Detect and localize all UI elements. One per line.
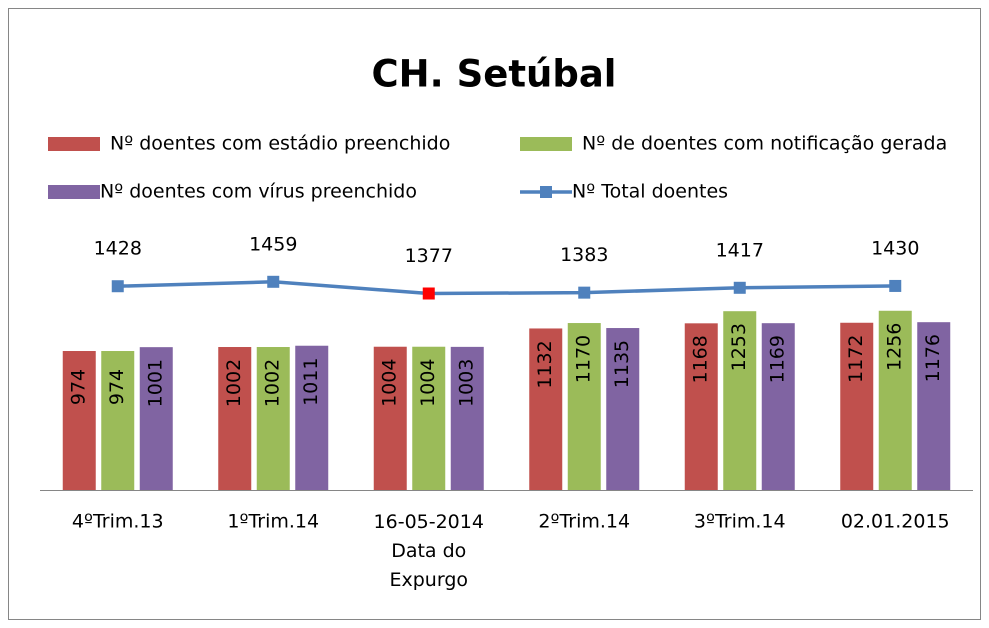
line-marker — [889, 279, 902, 292]
legend-label: Nº Total doentes — [572, 181, 728, 203]
bar — [139, 347, 173, 490]
data-label: 1377 — [405, 245, 453, 267]
data-label: 1383 — [560, 244, 608, 266]
x-tick-label: 1ºTrim.14 — [227, 511, 319, 533]
bar — [412, 346, 446, 490]
bar — [256, 347, 290, 490]
data-label: 1170 — [573, 335, 595, 383]
x-tick-label: 16-05-2014 Data do Expurgo — [374, 511, 484, 591]
data-label: 1132 — [534, 340, 556, 388]
bar — [840, 322, 874, 490]
bar — [567, 323, 601, 490]
bar — [917, 322, 951, 490]
bar — [878, 310, 912, 490]
data-label: 1169 — [767, 335, 789, 383]
bar — [606, 328, 640, 490]
bar — [295, 345, 329, 490]
bar — [62, 351, 96, 490]
data-label: 1256 — [884, 323, 906, 371]
data-label: 974 — [68, 369, 90, 405]
legend-label: Nº doentes com vírus preenchido — [100, 181, 417, 203]
data-label: 1459 — [249, 233, 297, 255]
bar — [723, 311, 757, 490]
data-label: 1003 — [456, 359, 478, 407]
data-label: 1417 — [716, 239, 764, 261]
data-label: 1430 — [871, 237, 919, 259]
line-series — [117, 280, 896, 296]
chart-border — [8, 8, 981, 620]
data-label: 1168 — [690, 335, 712, 383]
x-tick-label: 2ºTrim.14 — [538, 511, 630, 533]
chart-title: CH. Setúbal — [372, 53, 617, 96]
data-label: 1135 — [611, 340, 633, 388]
data-label: 1172 — [845, 335, 867, 383]
data-label: 1004 — [379, 359, 401, 407]
bar — [373, 346, 407, 490]
data-label: 1002 — [223, 359, 245, 407]
data-label: 1428 — [94, 238, 142, 260]
data-label: 1011 — [300, 358, 322, 406]
x-tick-label: 4ºTrim.13 — [72, 511, 164, 533]
line-marker — [422, 287, 435, 300]
legend-swatch — [540, 186, 552, 198]
line-marker — [733, 281, 746, 294]
data-label: 1253 — [728, 323, 750, 371]
bar — [684, 323, 718, 490]
data-label: 1001 — [145, 359, 167, 407]
x-tick-label: 3ºTrim.14 — [694, 511, 786, 533]
legend-label: Nº doentes com estádio preenchido — [110, 133, 450, 155]
legend-label: Nº de doentes com notificação gerada — [582, 133, 947, 155]
legend-swatch — [520, 137, 572, 151]
bar — [101, 351, 135, 490]
line-marker — [111, 280, 124, 293]
bar — [450, 346, 484, 490]
bar — [529, 328, 563, 490]
legend-swatch — [48, 185, 100, 199]
legend-swatch — [48, 137, 100, 151]
bar — [761, 323, 795, 490]
bar — [218, 347, 252, 490]
data-label: 1176 — [922, 334, 944, 382]
data-label: 1004 — [417, 359, 439, 407]
data-label: 1002 — [262, 359, 284, 407]
data-label: 974 — [106, 369, 128, 405]
line-marker — [578, 286, 591, 299]
x-tick-label: 02.01.2015 — [841, 511, 950, 533]
line-marker — [267, 275, 280, 288]
